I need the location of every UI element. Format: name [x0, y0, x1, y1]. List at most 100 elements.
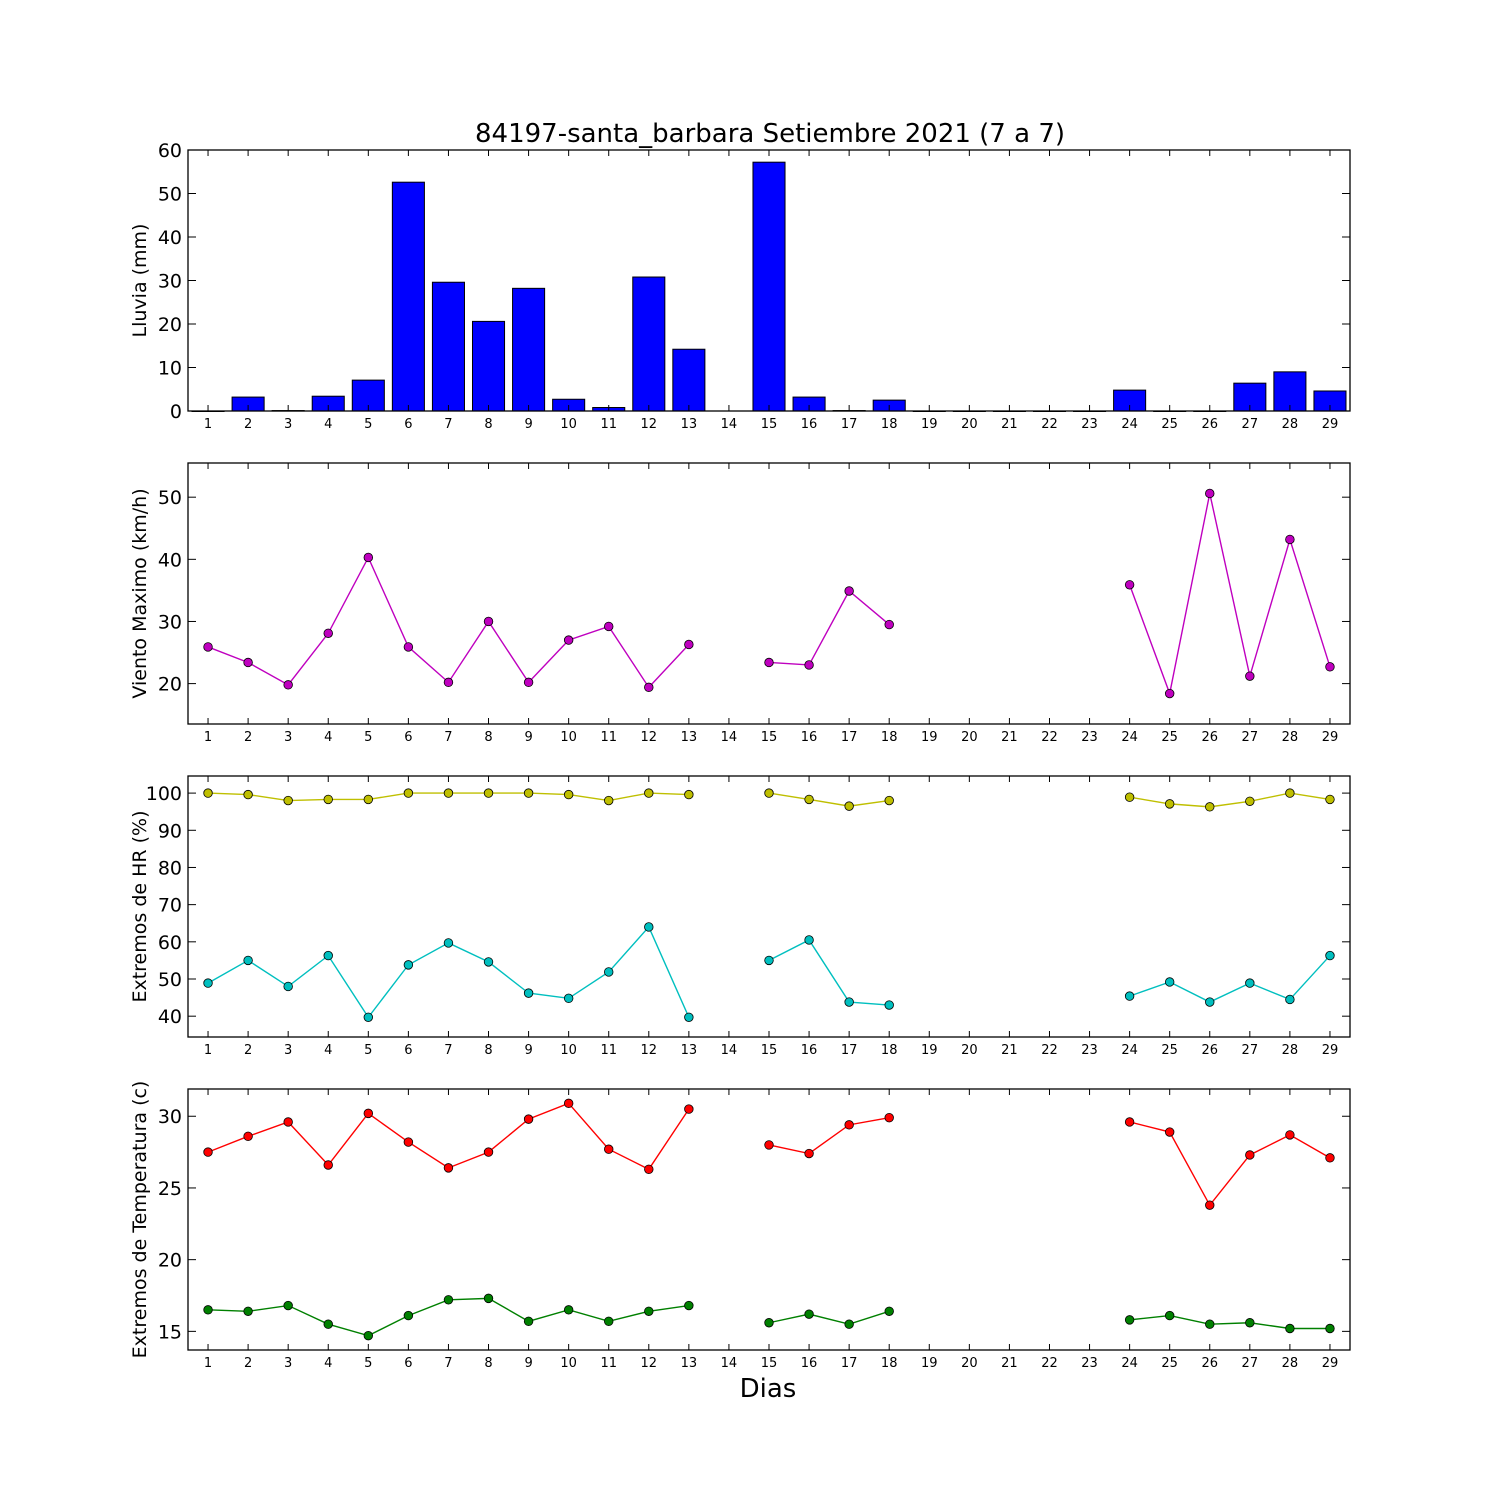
x-tick-label: 15	[761, 730, 778, 745]
x-tick-label: 6	[404, 417, 412, 432]
x-tick-label: 25	[1161, 730, 1178, 745]
x-tick-label: 11	[600, 417, 617, 432]
data-point-day-13	[684, 1300, 694, 1311]
x-tick-label: 12	[641, 1043, 658, 1058]
data-point-day-6	[403, 960, 414, 970]
data-point-day-11	[604, 795, 614, 806]
x-tick-label: 14	[721, 1043, 738, 1058]
data-point-day-29	[1325, 950, 1335, 961]
x-tick-label: 13	[681, 1043, 698, 1058]
bar-day-15	[752, 161, 786, 412]
x-tick-label: 15	[761, 1043, 778, 1058]
data-point-day-11	[604, 967, 614, 977]
data-point-day-27	[1245, 796, 1255, 806]
x-tick-label: 18	[881, 417, 898, 432]
data-point-day-25	[1164, 977, 1175, 987]
x-tick-label: 4	[324, 730, 332, 745]
data-point-day-17	[844, 997, 854, 1007]
data-point-day-3	[283, 1117, 293, 1127]
series-line-segment-2	[768, 792, 890, 807]
series-line-segment-2	[768, 1310, 890, 1325]
x-tick-label: 11	[600, 1043, 617, 1058]
y-tick-label: 80	[158, 857, 182, 879]
x-tick-label: 7	[444, 417, 452, 432]
data-point-day-25	[1164, 799, 1175, 809]
x-tick-label: 5	[364, 730, 372, 745]
series-line-segment-3	[1129, 1314, 1330, 1330]
y-axis-label: Extremos de HR (%)	[129, 810, 151, 1002]
x-tick-label: 22	[1041, 730, 1058, 745]
data-point-day-7	[443, 677, 454, 688]
x-tick-label: 14	[721, 417, 738, 432]
data-point-day-13	[684, 789, 694, 800]
data-point-day-10	[563, 993, 574, 1004]
x-tick-label: 9	[524, 417, 532, 432]
x-tick-label: 6	[404, 1043, 412, 1058]
series-line-segment-3	[1128, 493, 1331, 697]
data-point-day-7	[443, 1163, 454, 1173]
series-line-segment-2	[768, 1116, 890, 1155]
data-point-day-5	[363, 794, 374, 805]
x-tick-label: 19	[921, 1043, 938, 1058]
data-point-day-11	[604, 621, 614, 632]
y-tick-label: 30	[158, 1106, 182, 1128]
y-tick-label: 20	[158, 1250, 182, 1272]
x-tick-label: 24	[1121, 1043, 1138, 1058]
data-point-day-16	[804, 794, 814, 805]
x-tick-label: 16	[801, 417, 818, 432]
data-point-day-7	[443, 1295, 454, 1305]
data-point-day-13	[684, 639, 694, 650]
data-point-day-24	[1124, 991, 1135, 1001]
x-tick-label: 2	[244, 417, 252, 432]
data-point-day-1	[203, 788, 213, 798]
data-point-day-24	[1124, 1315, 1135, 1325]
x-tick-label: 25	[1161, 1356, 1178, 1371]
data-point-day-4	[323, 794, 333, 805]
data-point-day-24	[1124, 1117, 1135, 1127]
data-point-day-26	[1205, 802, 1215, 812]
x-tick-label: 7	[444, 1356, 452, 1371]
bar-day-9	[512, 287, 546, 412]
x-tick-label: 13	[681, 730, 698, 745]
data-point-day-26	[1205, 488, 1215, 499]
x-tick-label: 18	[881, 1043, 898, 1058]
data-point-day-6	[403, 1137, 414, 1147]
x-tick-label: 8	[484, 1356, 492, 1371]
data-point-day-8	[483, 1147, 494, 1157]
data-point-day-27	[1245, 1150, 1255, 1160]
data-point-day-15	[764, 1318, 774, 1328]
data-point-day-3	[283, 680, 293, 690]
data-point-day-9	[523, 988, 534, 998]
x-tick-label: 20	[961, 730, 978, 745]
data-point-day-2	[243, 657, 253, 668]
series-extremos-de-hr-2	[203, 922, 1335, 1022]
data-point-day-7	[443, 788, 454, 798]
x-tick-label: 24	[1121, 417, 1138, 432]
y-tick-label: 20	[158, 314, 182, 336]
data-point-day-17	[844, 1120, 854, 1130]
data-point-day-12	[644, 922, 654, 932]
data-point-day-3	[283, 1300, 293, 1311]
data-point-day-12	[644, 1306, 654, 1316]
x-tick-label: 29	[1322, 417, 1339, 432]
data-point-day-4	[323, 628, 333, 638]
data-point-day-4	[323, 1160, 333, 1170]
x-tick-label: 5	[364, 417, 372, 432]
x-tick-label: 16	[801, 1043, 818, 1058]
data-point-day-29	[1325, 1323, 1335, 1334]
x-tick-label: 28	[1282, 1043, 1299, 1058]
data-point-day-25	[1164, 688, 1175, 699]
data-point-day-10	[563, 1098, 574, 1109]
data-point-day-16	[804, 935, 814, 945]
data-point-day-15	[764, 788, 774, 798]
y-axis-label: Extremos de Temperatura (c)	[129, 1081, 151, 1359]
data-point-day-1	[203, 1305, 213, 1315]
data-point-day-28	[1285, 788, 1295, 798]
data-point-day-29	[1325, 794, 1335, 805]
panel-4: 1 2 3 4 5 6 7 8 9 10 11 12 13 14 15 16 17 18 19 20 21 22 23 24 2…	[129, 1081, 1351, 1371]
x-tick-label: 1	[204, 1356, 212, 1371]
series-extremos-de-temperatura-c-2	[203, 1293, 1335, 1341]
x-tick-label: 14	[721, 1356, 738, 1371]
